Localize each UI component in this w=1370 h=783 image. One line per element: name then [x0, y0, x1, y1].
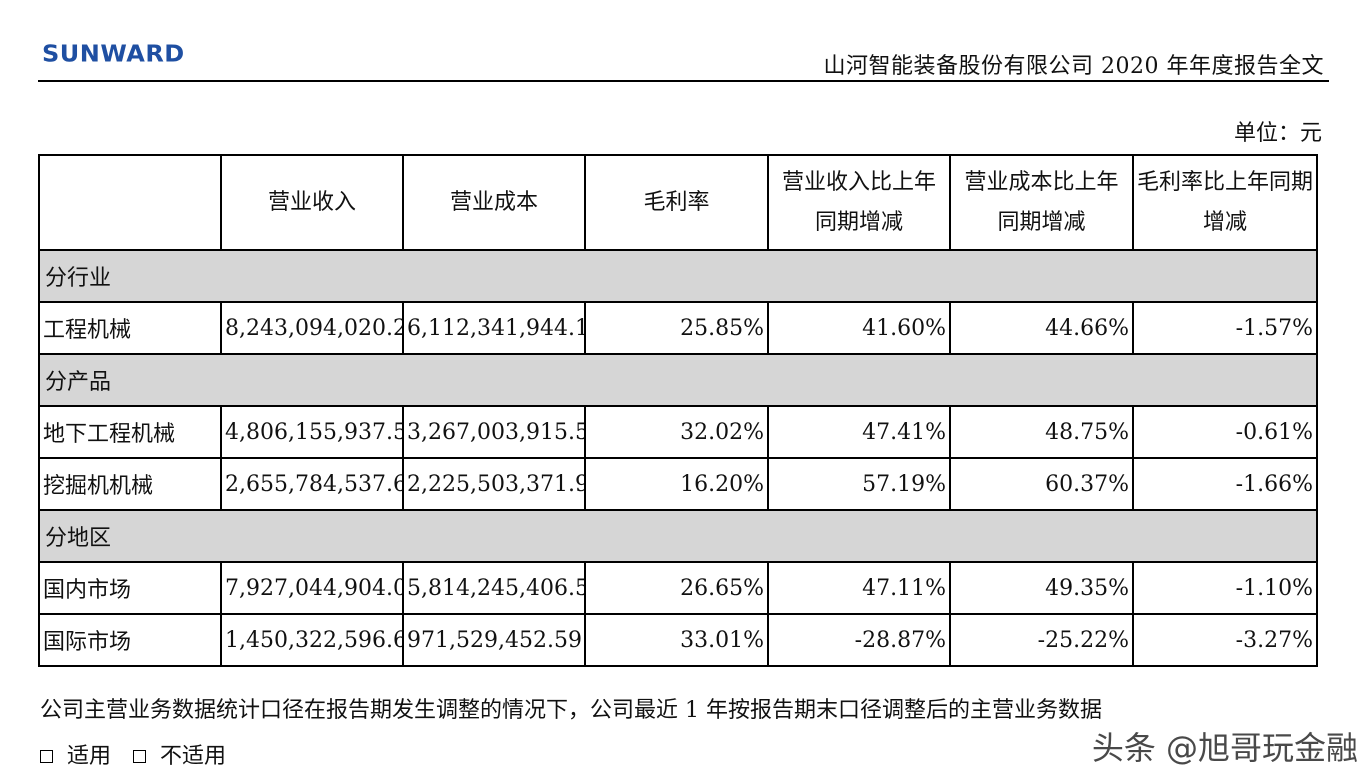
cell-cost-change: 60.37%: [949, 457, 1134, 511]
section-row-industry: 分行业: [38, 249, 1318, 303]
header-cost: 营业成本: [402, 154, 586, 251]
cell-cost: 2,225,503,371.99: [402, 457, 586, 511]
header-margin-change: 毛利率比上年同期增减: [1132, 154, 1318, 251]
applicability-options: 适用 不适用: [40, 738, 248, 770]
row-label: 国内市场: [38, 561, 222, 615]
cell-revenue-change: 57.19%: [767, 457, 951, 511]
cell-cost-change: 49.35%: [949, 561, 1134, 615]
section-row-region: 分地区: [38, 509, 1318, 563]
adjustment-note: 公司主营业务数据统计口径在报告期发生调整的情况下，公司最近 1 年按报告期末口径…: [40, 698, 1102, 723]
unit-label: 单位：元: [1233, 121, 1322, 146]
cell-revenue: 8,243,094,020.26: [220, 301, 404, 355]
table-row: 工程机械 8,243,094,020.26 6,112,341,944.17 2…: [38, 301, 1318, 355]
cell-cost-change: -25.22%: [949, 613, 1134, 667]
header-divider: [38, 80, 1329, 82]
cell-revenue-change: 47.41%: [767, 405, 951, 459]
report-title: 山河智能装备股份有限公司 2020 年年度报告全文: [823, 54, 1324, 79]
cell-revenue-change: 41.60%: [767, 301, 951, 355]
cell-margin-change: -1.57%: [1132, 301, 1318, 355]
cell-cost: 5,814,245,406.54: [402, 561, 586, 615]
cell-cost-change: 48.75%: [949, 405, 1134, 459]
header-cost-change: 营业成本比上年同期增减: [949, 154, 1134, 251]
row-label: 地下工程机械: [38, 405, 222, 459]
row-label: 工程机械: [38, 301, 222, 355]
section-label: 分地区: [38, 509, 1318, 563]
cell-margin-change: -0.61%: [1132, 405, 1318, 459]
cell-revenue: 4,806,155,937.59: [220, 405, 404, 459]
section-label: 分产品: [38, 353, 1318, 407]
cell-margin: 25.85%: [584, 301, 769, 355]
applicable-checkbox[interactable]: [40, 749, 53, 763]
table-row: 国内市场 7,927,044,904.05 5,814,245,406.54 2…: [38, 561, 1318, 615]
header-revenue-change: 营业收入比上年同期增减: [767, 154, 951, 251]
cell-revenue: 2,655,784,537.62: [220, 457, 404, 511]
applicable-label: 适用: [67, 744, 112, 769]
cell-cost: 6,112,341,944.17: [402, 301, 586, 355]
table-row: 地下工程机械 4,806,155,937.59 3,267,003,915.58…: [38, 405, 1318, 459]
cell-revenue-change: 47.11%: [767, 561, 951, 615]
cell-cost-change: 44.66%: [949, 301, 1134, 355]
cell-margin: 16.20%: [584, 457, 769, 511]
cell-cost: 3,267,003,915.58: [402, 405, 586, 459]
cell-margin: 32.02%: [584, 405, 769, 459]
header-margin: 毛利率: [584, 154, 769, 251]
cell-revenue: 7,927,044,904.05: [220, 561, 404, 615]
header-revenue: 营业收入: [220, 154, 404, 251]
cell-margin-change: -1.66%: [1132, 457, 1318, 511]
row-label: 挖掘机机械: [38, 457, 222, 511]
row-label: 国际市场: [38, 613, 222, 667]
not-applicable-checkbox[interactable]: [133, 749, 147, 763]
sunward-logo: SUNWARD: [42, 40, 185, 68]
cell-margin: 26.65%: [584, 561, 769, 615]
table-header-row: 营业收入 营业成本 毛利率 营业收入比上年同期增减 营业成本比上年同期增减 毛利…: [38, 154, 1318, 251]
main-business-table: 营业收入 营业成本 毛利率 营业收入比上年同期增减 营业成本比上年同期增减 毛利…: [38, 154, 1318, 667]
section-label: 分行业: [38, 249, 1318, 303]
header-cell-empty: [38, 154, 222, 251]
table-row: 挖掘机机械 2,655,784,537.62 2,225,503,371.99 …: [38, 457, 1318, 511]
cell-margin-change: -3.27%: [1132, 613, 1318, 667]
not-applicable-label: 不适用: [160, 744, 227, 769]
section-row-product: 分产品: [38, 353, 1318, 407]
cell-margin-change: -1.10%: [1132, 561, 1318, 615]
cell-margin: 33.01%: [584, 613, 769, 667]
watermark: 头条 @旭哥玩金融: [1091, 729, 1358, 767]
cell-revenue-change: -28.87%: [767, 613, 951, 667]
cell-revenue: 1,450,322,596.60: [220, 613, 404, 667]
table-row: 国际市场 1,450,322,596.60 971,529,452.59 33.…: [38, 613, 1318, 667]
cell-cost: 971,529,452.59: [402, 613, 586, 667]
